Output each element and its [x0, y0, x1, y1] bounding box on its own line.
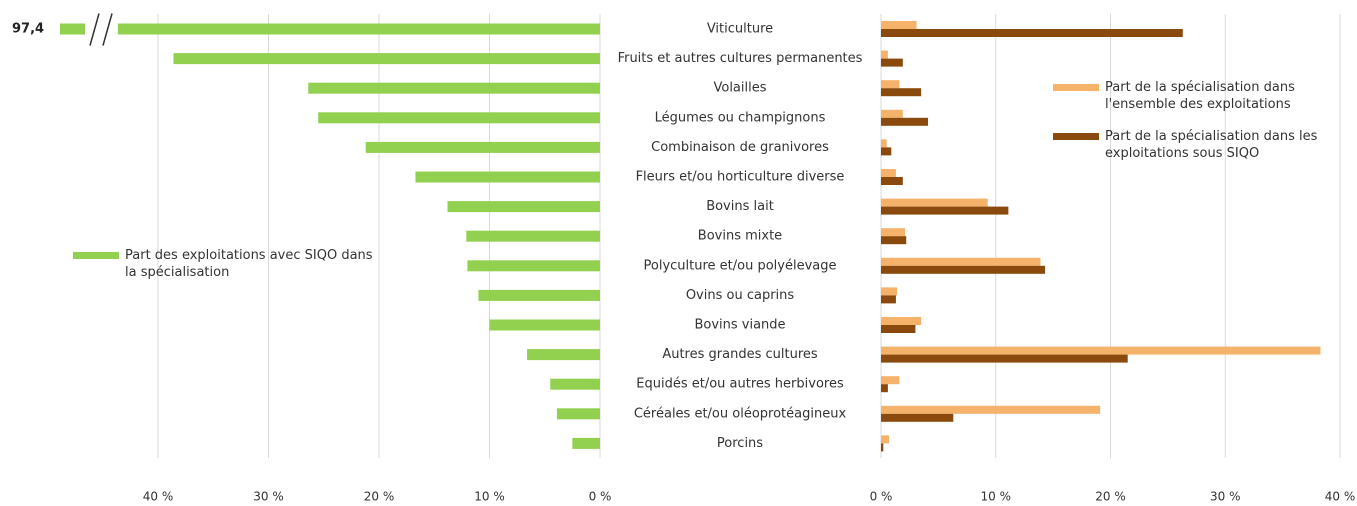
axis-break — [89, 13, 100, 46]
bar — [415, 171, 600, 183]
category-label: Fleurs et/ou horticulture diverse — [636, 170, 845, 185]
legend-label: Part de la spécialisation dans l'ensembl… — [1105, 80, 1295, 112]
bar — [881, 413, 954, 422]
category-label: Céréales et/ou oléoprotéagineux — [634, 406, 847, 421]
bar — [881, 257, 1041, 266]
bar — [881, 228, 906, 237]
bar — [467, 260, 600, 272]
bar — [550, 378, 600, 390]
legend-swatch — [73, 252, 119, 259]
bar-stub — [60, 23, 85, 35]
x-tick-label: 30 % — [253, 490, 284, 504]
x-tick-label: 0 % — [870, 490, 893, 504]
bar — [881, 265, 1046, 274]
bar — [881, 50, 888, 59]
value-label: 97,4 — [12, 22, 44, 37]
bar — [881, 198, 988, 207]
bar — [308, 82, 600, 94]
bar — [881, 376, 900, 385]
bar — [881, 325, 916, 333]
bar — [447, 201, 600, 213]
category-label: Bovins viande — [694, 318, 785, 333]
x-tick-label: 10 % — [474, 490, 505, 504]
bar — [881, 435, 890, 444]
bar — [365, 141, 600, 153]
bar — [881, 177, 903, 185]
bar — [881, 169, 896, 177]
x-tick-label: 20 % — [364, 490, 395, 504]
x-tick-label: 40 % — [1325, 490, 1356, 504]
category-label: Autres grandes cultures — [662, 347, 818, 362]
category-label: Polyculture et/ou polyélevage — [644, 258, 837, 273]
bar — [318, 112, 600, 124]
legend-swatch — [1053, 133, 1099, 140]
bar — [881, 139, 887, 148]
x-tick-label: 10 % — [981, 490, 1012, 504]
bar — [881, 58, 903, 67]
bar — [881, 21, 917, 29]
category-label: Fruits et autres cultures permanentes — [618, 51, 863, 66]
bar — [881, 295, 896, 304]
axis-break — [102, 13, 113, 46]
bar — [881, 117, 929, 126]
legend-entry: Part de la spécialisation dans l'ensembl… — [1053, 79, 1328, 113]
bar — [466, 230, 600, 242]
x-tick-label: 30 % — [1210, 490, 1241, 504]
bar — [881, 346, 1321, 355]
bar — [556, 408, 600, 420]
bar — [881, 109, 903, 118]
legend-entry: Part des exploitations avec SIQO dans la… — [73, 247, 373, 281]
bar — [881, 80, 900, 89]
bar — [881, 405, 1101, 414]
category-label: Bovins mixte — [698, 229, 782, 244]
x-tick-label: 0 % — [589, 490, 612, 504]
category-label: Volailles — [713, 81, 766, 96]
bar — [881, 443, 884, 452]
x-tick-label: 40 % — [143, 490, 174, 504]
category-label: Bovins lait — [706, 199, 774, 214]
legend-swatch — [1053, 84, 1099, 91]
bar — [478, 289, 600, 301]
category-label: Viticulture — [707, 22, 773, 37]
bar — [881, 29, 1183, 37]
bar — [117, 23, 601, 35]
category-label: Légumes ou champignons — [655, 110, 826, 125]
bar — [881, 384, 888, 393]
bar — [881, 287, 898, 296]
category-label: Porcins — [717, 436, 763, 451]
bar — [173, 53, 600, 65]
category-label: Ovins ou caprins — [686, 288, 795, 303]
legend-entry: Part de la spécialisation dans les explo… — [1053, 128, 1328, 162]
legend-label: Part des exploitations avec SIQO dans la… — [125, 248, 373, 280]
bar — [881, 317, 922, 325]
bar — [881, 147, 892, 156]
category-label: Equidés et/ou autres herbivores — [636, 377, 844, 392]
bar — [527, 349, 600, 361]
bar — [881, 236, 907, 245]
legend-label: Part de la spécialisation dans les explo… — [1105, 129, 1318, 161]
x-tick-label: 20 % — [1095, 490, 1126, 504]
bar — [572, 437, 600, 449]
bar — [881, 206, 1009, 215]
bar — [881, 354, 1128, 363]
bar — [881, 88, 922, 97]
category-label: Combinaison de granivores — [651, 140, 829, 155]
bar — [489, 319, 600, 331]
